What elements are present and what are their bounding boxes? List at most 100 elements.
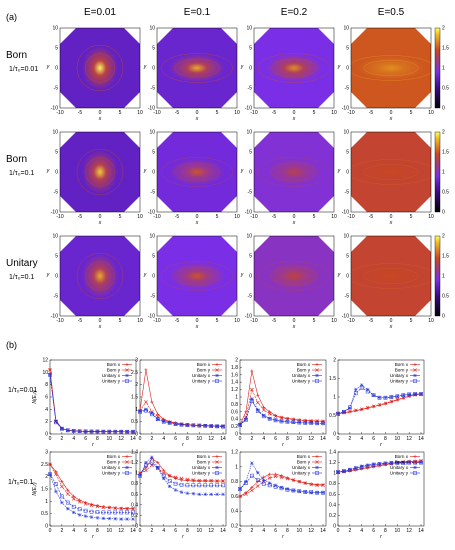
data-point (401, 460, 406, 465)
column-header: E=0.2 (281, 7, 308, 18)
x-tick-label: 0 (99, 214, 102, 220)
data-point (101, 505, 106, 510)
data-point (348, 406, 352, 410)
data-point (60, 426, 64, 431)
x-tick-label: 4 (262, 528, 265, 534)
legend-entry: Unitary y (192, 471, 211, 476)
data-point (342, 469, 346, 473)
contour-line (363, 163, 419, 181)
data-point (395, 397, 400, 402)
x-tick-label: 14 (320, 528, 326, 534)
data-point (359, 407, 364, 412)
y-tick-label: 2 (333, 358, 336, 364)
legend-entry: Unitary y (292, 471, 311, 476)
legend-entry: Born x (107, 454, 121, 459)
colorbar-tick-label: 2 (442, 234, 445, 240)
x-axis-label: x (292, 116, 296, 122)
y-tick-label: 0 (249, 274, 252, 280)
data-point (60, 494, 64, 499)
data-point (215, 460, 219, 464)
x-tick-label: -5 (175, 318, 180, 324)
series-line (49, 474, 134, 520)
contour-line (174, 162, 220, 182)
y-tick-label: 5 (346, 254, 349, 260)
data-point (365, 463, 370, 468)
data-point (315, 490, 319, 495)
y-tick-label: 1 (235, 395, 238, 401)
data-point (173, 422, 178, 426)
data-point (119, 506, 123, 511)
data-point (191, 423, 196, 428)
x-tick-label: 0 (99, 110, 102, 116)
colorbar (434, 27, 441, 109)
x-tick-label: 10 (331, 110, 337, 116)
data-point (209, 424, 214, 428)
data-point (285, 487, 290, 491)
series-line (139, 464, 224, 482)
data-point (209, 492, 213, 497)
data-point (101, 429, 106, 434)
data-point (95, 504, 100, 509)
y-tick-label: 0.6 (231, 494, 238, 500)
x-axis-label: r (282, 534, 284, 540)
data-point (255, 478, 260, 482)
x-tick-label: 5 (119, 214, 122, 220)
legend-entry: Unitary x (192, 465, 211, 470)
y-tick-label: 0.8 (231, 402, 238, 408)
x-tick-label: 2 (348, 528, 351, 534)
y-tick-label: -10 (148, 314, 155, 320)
plot-frame (139, 451, 227, 527)
y-tick-label: 1 (45, 499, 48, 505)
y-tick-label: 1.5 (41, 487, 48, 493)
data-point (255, 400, 260, 405)
data-point (291, 420, 296, 425)
x-tick-label: 14 (220, 436, 226, 442)
heatmap-peak (169, 54, 225, 82)
data-point (77, 507, 82, 512)
data-point (66, 488, 70, 492)
x-tick-label: 10 (137, 214, 143, 220)
x-tick-label: -10 (56, 214, 63, 220)
data-point (167, 473, 172, 478)
data-point (273, 474, 278, 479)
x-tick-label: 12 (406, 528, 412, 534)
contour-line (271, 266, 317, 286)
x-tick-label: 0 (293, 318, 296, 324)
x-tick-label: -10 (56, 318, 63, 324)
data-point (66, 506, 70, 511)
y-tick-label: 10 (149, 26, 155, 32)
data-point (72, 494, 76, 498)
data-point (161, 419, 166, 424)
y-tick-label: 2.5 (131, 370, 138, 376)
data-point (150, 460, 154, 465)
data-point (413, 460, 417, 465)
line-panel: 0 2 4 6 8 10 12 1400.20.40.60.811.21.41.61.82rB… (231, 358, 327, 448)
data-point (215, 362, 219, 367)
x-tick-label: -10 (153, 214, 160, 220)
data-point (197, 492, 202, 497)
y-tick-label: 0.2 (329, 513, 336, 519)
data-point (101, 429, 106, 434)
data-point (297, 489, 302, 493)
x-tick-label: 10 (428, 110, 434, 116)
contour-line (257, 53, 331, 83)
plot-frame (49, 359, 137, 435)
data-point (256, 408, 260, 412)
y-tick-label: -5 (54, 190, 59, 196)
legend-entry: Born x (395, 454, 409, 459)
x-tick-label: 8 (384, 528, 387, 534)
y-tick-label: -5 (151, 86, 156, 92)
x-tick-label: 5 (313, 318, 316, 324)
data-point (125, 517, 129, 521)
x-tick-label: -10 (153, 110, 160, 116)
x-tick-label: 5 (410, 214, 413, 220)
heatmap-peak (82, 46, 118, 90)
data-point (285, 417, 290, 421)
data-point (321, 483, 325, 488)
data-point (407, 392, 412, 397)
heatmap-panel: -10-10 -5 -5 0 0 5 5 10 10 x y (143, 130, 240, 227)
y-tick-label: 0 (152, 170, 155, 176)
data-point (389, 460, 394, 465)
